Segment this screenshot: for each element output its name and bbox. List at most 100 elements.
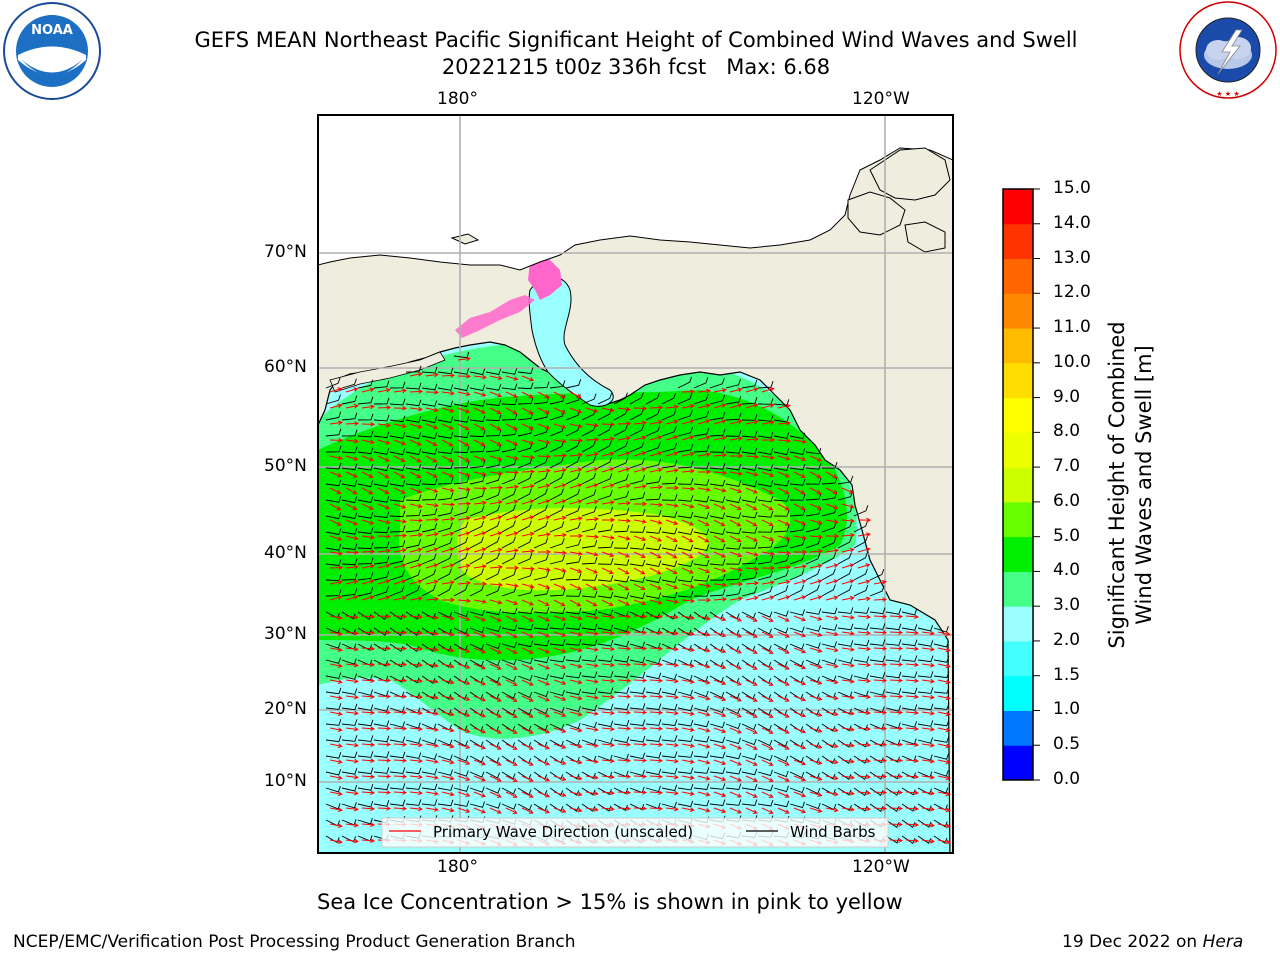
wind-barb [629,509,646,517]
wind-barb [597,473,613,485]
wave-direction-arrow [409,389,424,394]
wave-direction-arrow [713,631,727,638]
wave-direction-arrow [889,710,904,715]
wave-direction-arrow [777,679,790,686]
wave-direction-arrow [889,758,904,763]
wave-direction-arrow [665,583,679,590]
wave-direction-arrow [425,743,439,748]
wind-barb [389,555,406,565]
wave-direction-arrow [617,535,631,541]
wave-direction-arrow [473,775,487,782]
wind-barb [933,753,950,760]
wave-direction-arrow [777,759,790,766]
wave-direction-arrow [761,519,774,526]
wave-direction-arrow [537,549,552,555]
wave-direction-arrow [521,679,534,686]
chart-subtitle: 20221215 t00z 336h fcst Max: 6.68 [441,55,831,79]
wave-direction-arrow [409,646,423,652]
wave-direction-arrow [393,630,408,635]
wave-direction-arrow [681,435,695,441]
wind-barb [373,556,390,565]
wave-direction-arrow [489,582,504,588]
wave-direction-arrow [633,694,648,699]
wave-direction-arrow [521,566,536,572]
wave-direction-arrow [713,470,728,476]
wave-direction-arrow [761,580,775,585]
wind-barb [581,591,598,598]
wind-barb [661,511,678,518]
wave-direction-arrow [505,807,518,814]
wave-direction-arrow [633,758,648,763]
wind-barb [389,659,404,668]
wind-barb [821,476,838,485]
wave-direction-arrow [889,646,904,651]
wave-direction-arrow [713,551,726,558]
wind-barb [773,659,788,668]
wave-direction-arrow [825,775,839,781]
wave-direction-arrow [649,583,662,590]
wave-direction-arrow [393,678,408,683]
wave-direction-arrow [425,547,439,553]
wave-direction-arrow [473,564,487,569]
wind-barb [645,703,662,710]
wave-direction-arrow [489,439,502,446]
wave-direction-arrow [345,387,359,393]
wave-direction-arrow [841,503,855,509]
wave-direction-arrow [937,727,951,733]
wind-barb [453,770,469,777]
wind-barb [725,463,742,471]
lon-label-bottom-180: 180° [437,857,478,877]
wave-direction-arrow [537,663,551,670]
wind-barb [405,627,420,636]
wind-barb [517,382,534,390]
wave-direction-arrow [633,535,647,542]
wind-barb [613,753,629,761]
wave-direction-arrow [841,727,855,732]
wave-direction-arrow [697,663,711,669]
wind-barb [837,803,852,811]
wind-barb [773,785,789,793]
wind-barb [837,623,854,631]
wave-direction-arrow [793,679,807,686]
noaa-logo-text: NOAA [31,23,73,38]
wave-direction-arrow [361,758,376,763]
wind-barb [629,441,645,453]
wind-barb [773,510,790,517]
wind-barb [565,623,582,630]
wave-direction-arrow [441,807,455,813]
wind-barb [341,751,358,759]
wind-barb [613,575,630,583]
wave-direction-arrow [489,375,503,381]
wind-barb [629,474,646,485]
wind-barb [837,707,852,715]
wind-barb [629,457,645,469]
wave-direction-arrow [553,423,567,429]
wave-direction-arrow [633,484,647,489]
wave-direction-arrow [745,503,758,511]
wave-direction-arrow [857,579,871,585]
wind-barb [501,443,518,453]
wind-barb [405,509,422,517]
wave-direction-arrow [489,455,503,461]
wave-direction-arrow [841,679,855,684]
wind-barb [757,754,773,762]
wind-barb [437,552,453,565]
wind-barb [469,475,486,485]
wind-barb [741,496,758,503]
wave-direction-arrow [793,631,807,638]
wave-direction-arrow [585,483,599,489]
wind-barb [693,528,710,536]
wind-barb [725,752,742,760]
wind-barb [581,771,596,779]
wave-direction-arrow [361,471,374,479]
wave-direction-arrow [729,695,742,702]
wind-barb [853,787,868,796]
wind-barb [645,751,662,759]
wave-direction-arrow [825,695,839,701]
wave-direction-arrow [361,774,376,779]
wave-direction-arrow [329,420,343,426]
wind-barb [421,383,438,391]
wind-barb [453,610,469,618]
colorbar-segment [1003,397,1033,433]
wind-barb [533,639,550,647]
